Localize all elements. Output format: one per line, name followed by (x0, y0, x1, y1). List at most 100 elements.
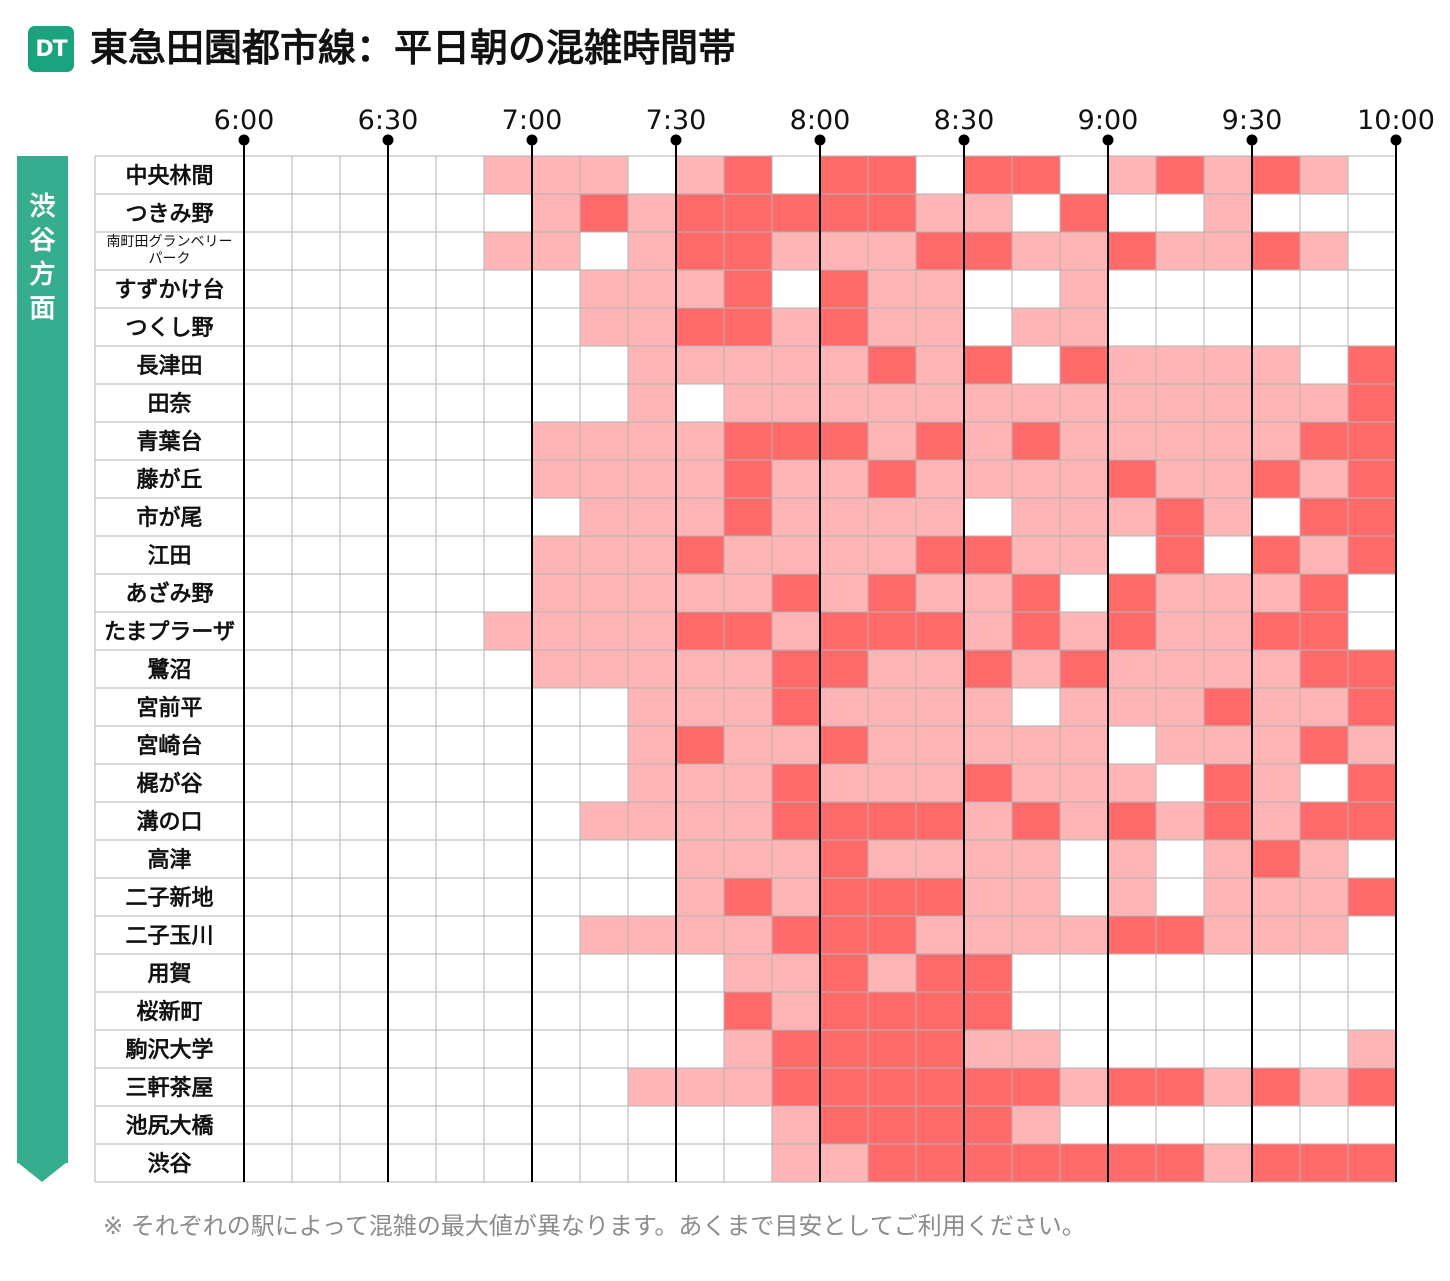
heatmap-cell (1348, 1106, 1396, 1144)
heatmap-cell (244, 726, 292, 764)
heatmap-cell (532, 726, 580, 764)
station-label: 二子新地 (125, 885, 213, 911)
heatmap-cell (676, 308, 724, 346)
heatmap-cell (388, 878, 436, 916)
time-tick-label: 7:00 (502, 105, 563, 136)
heatmap-cell (628, 536, 676, 574)
station-label: 江田 (147, 544, 191, 569)
heatmap-cell (1348, 422, 1396, 460)
heatmap-cell (484, 1068, 532, 1106)
heatmap-cell (292, 612, 340, 650)
heatmap-cell (724, 1068, 772, 1106)
heatmap-cell (580, 422, 628, 460)
heatmap-cell (1300, 1144, 1348, 1182)
heatmap-cell (388, 1030, 436, 1068)
heatmap-cell (724, 878, 772, 916)
heatmap-cell (820, 764, 868, 802)
heatmap-cell (724, 726, 772, 764)
heatmap-cell (1300, 1106, 1348, 1144)
heatmap-cell (628, 688, 676, 726)
heatmap-cell (1060, 916, 1108, 954)
heatmap-cell (724, 232, 772, 270)
heatmap-cell (1108, 270, 1156, 308)
heatmap-cell (436, 156, 484, 194)
heatmap-cell (820, 992, 868, 1030)
heatmap-cell (1300, 802, 1348, 840)
direction-bar: 渋谷方面 (17, 156, 68, 1163)
station-label: すずかけ台 (114, 277, 224, 303)
heatmap-cell (772, 1030, 820, 1068)
heatmap-cell (772, 194, 820, 232)
heatmap-cell (868, 916, 916, 954)
heatmap-cell (868, 156, 916, 194)
heatmap-cell (580, 232, 628, 270)
heatmap-cell (292, 1068, 340, 1106)
heatmap-cell (292, 232, 340, 270)
station-label: 二子玉川 (125, 924, 213, 949)
heatmap-cell (724, 650, 772, 688)
heatmap-cell (772, 840, 820, 878)
heatmap-cell (628, 1030, 676, 1068)
heatmap-cell (1300, 878, 1348, 916)
heatmap-cell (388, 612, 436, 650)
heatmap-cell (1012, 460, 1060, 498)
heatmap-cell (1012, 954, 1060, 992)
heatmap-cell (724, 1030, 772, 1068)
heatmap-cell (916, 688, 964, 726)
heatmap-cell (1252, 878, 1300, 916)
heatmap-cell (1108, 308, 1156, 346)
time-tick-dot (958, 134, 970, 146)
station-label: 市が尾 (136, 505, 202, 531)
heatmap-cell (916, 878, 964, 916)
heatmap-cell (532, 232, 580, 270)
heatmap-cell (1060, 232, 1108, 270)
heatmap-cell (820, 460, 868, 498)
heatmap-cell (292, 688, 340, 726)
heatmap-cell (964, 1068, 1012, 1106)
heatmap-cell (1108, 536, 1156, 574)
heatmap-cell (1156, 308, 1204, 346)
heatmap-cell (532, 498, 580, 536)
heatmap-cell (292, 536, 340, 574)
heatmap-cell (1204, 156, 1252, 194)
heatmap-cell (484, 726, 532, 764)
heatmap-cell (388, 194, 436, 232)
heatmap-cell (1300, 308, 1348, 346)
heatmap-cell (1060, 688, 1108, 726)
station-label: 梶が谷 (136, 771, 203, 797)
heatmap-cell (772, 156, 820, 194)
heatmap-cell (1204, 992, 1252, 1030)
heatmap-cell (1108, 384, 1156, 422)
heatmap-cell (340, 612, 388, 650)
heatmap-cell (868, 422, 916, 460)
heatmap-cell (436, 1068, 484, 1106)
heatmap-cell (1012, 536, 1060, 574)
heatmap-cell (580, 992, 628, 1030)
heatmap-cell (1252, 954, 1300, 992)
heatmap-cell (484, 308, 532, 346)
heatmap-cell (916, 726, 964, 764)
heatmap-cell (1348, 878, 1396, 916)
heatmap-cell (868, 346, 916, 384)
heatmap-cell (1300, 1068, 1348, 1106)
heatmap-cell (1060, 1068, 1108, 1106)
heatmap-cell (484, 422, 532, 460)
heatmap-cell (388, 954, 436, 992)
heatmap-cell (388, 156, 436, 194)
heatmap-cell (1012, 802, 1060, 840)
heatmap-cell (1108, 650, 1156, 688)
heatmap-cell (1108, 764, 1156, 802)
heatmap-cell (676, 688, 724, 726)
heatmap-cell (676, 954, 724, 992)
heatmap-cell (436, 1106, 484, 1144)
heatmap-cell (436, 954, 484, 992)
heatmap-cell (244, 764, 292, 802)
heatmap-cell (484, 1106, 532, 1144)
heatmap-cell (388, 840, 436, 878)
heatmap-cell (1156, 156, 1204, 194)
heatmap-cell (676, 346, 724, 384)
heatmap-cell (292, 498, 340, 536)
heatmap-cell (1204, 764, 1252, 802)
heatmap-cell (580, 308, 628, 346)
heatmap-cell (1252, 764, 1300, 802)
